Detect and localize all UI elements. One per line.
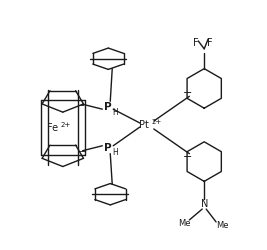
Text: −: − (78, 147, 87, 157)
Text: H: H (112, 148, 118, 157)
Text: −: − (77, 101, 85, 111)
Text: −: − (183, 88, 192, 98)
Text: Pt: Pt (139, 120, 149, 130)
Text: H: H (112, 108, 118, 117)
Text: P: P (104, 143, 112, 153)
Text: P: P (104, 102, 112, 112)
Text: F: F (194, 38, 199, 48)
Text: 2+: 2+ (152, 119, 162, 125)
Text: Me: Me (216, 221, 228, 230)
Text: Me: Me (178, 220, 191, 228)
Text: −: − (183, 152, 192, 162)
Text: F: F (207, 38, 213, 48)
Text: N: N (201, 199, 208, 209)
Text: Fe: Fe (47, 123, 58, 133)
Text: 2+: 2+ (61, 122, 71, 128)
